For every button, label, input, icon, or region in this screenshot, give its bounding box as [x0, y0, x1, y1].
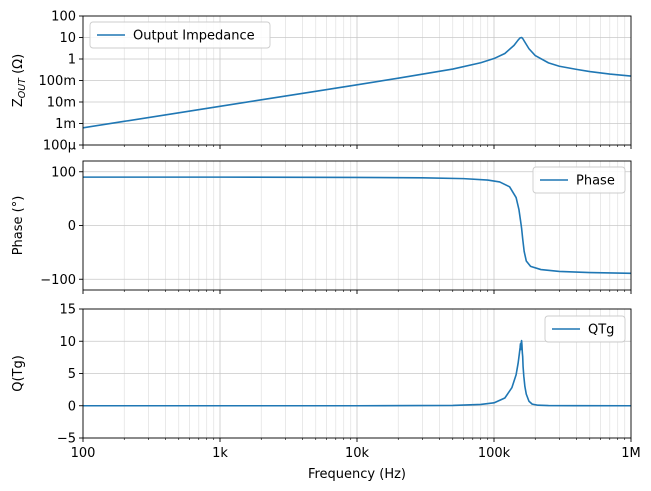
x-tick-label: 100 — [71, 446, 96, 461]
x-tick-label: 100k — [478, 446, 511, 461]
y-tick-label: 5 — [68, 367, 76, 382]
legend-box — [89, 21, 271, 49]
y-tick-label: 100µ — [43, 139, 76, 154]
x-tick-label: 1k — [212, 446, 228, 461]
y-tick-label: 15 — [59, 303, 76, 318]
y-tick-label: 100m — [39, 74, 76, 89]
series-line-output-impedance — [83, 36, 631, 129]
legend-box — [532, 166, 626, 194]
legend-label: Output Impedance — [133, 29, 255, 44]
panel-2: 100 0 −100 Phase (°) Phase — [11, 160, 632, 294]
y-tick-label: 0 — [68, 399, 76, 414]
legend-box — [544, 315, 626, 343]
legend-label: QTg — [588, 323, 614, 338]
legend: Phase — [532, 166, 626, 194]
panel-1: 100 10 1 100m 10m 1m 100µ ZOUT (Ω) Output Impeda… — [11, 10, 632, 154]
series-line-qtg — [83, 339, 631, 407]
x-tick-label: 10k — [345, 446, 370, 461]
legend: Output Impedance — [89, 21, 271, 49]
y-tick-label: 1m — [55, 117, 76, 132]
y-tick-label: 100 — [51, 165, 76, 180]
y-tick-label: 100 — [51, 10, 76, 25]
y-tick-label: −100 — [40, 273, 76, 288]
x-axis-title: Frequency (Hz) — [308, 467, 406, 482]
y-tick-label: 10 — [59, 31, 76, 46]
y-tick-label: 0 — [68, 219, 76, 234]
y-axis-title: Phase (°) — [11, 196, 26, 256]
y-axis-title: ZOUT (Ω) — [11, 54, 28, 107]
y-tick-label: 10 — [59, 335, 76, 350]
y-tick-label: 10m — [47, 96, 76, 111]
legend: QTg — [544, 315, 626, 343]
y-tick-label: −5 — [57, 432, 76, 447]
series-line-phase — [83, 176, 631, 275]
legend-label: Phase — [576, 174, 615, 189]
y-tick-label: 1 — [68, 53, 76, 68]
x-tick-label: 1M — [621, 446, 641, 461]
y-axis-title: Q(Tg) — [11, 355, 26, 392]
